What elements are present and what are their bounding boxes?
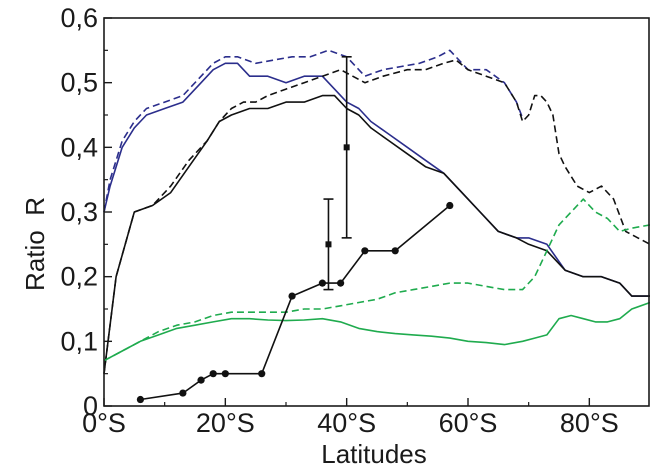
x-tick-label: 80°S — [560, 408, 619, 438]
marker-layer — [136, 201, 454, 404]
series-line-7 — [140, 204, 451, 401]
series-line-1 — [103, 49, 524, 213]
tick-layer — [103, 17, 591, 407]
data-point — [446, 201, 454, 210]
x-tick-label: 0°S — [82, 408, 126, 438]
y-axis-label: Ratio R — [20, 197, 50, 291]
y-tick-label: 0,6 — [60, 3, 98, 33]
series-line-4 — [103, 94, 650, 374]
y-tick-label: 0,4 — [60, 132, 98, 162]
y-tick-label: 0,1 — [60, 326, 98, 356]
series-layer — [103, 49, 650, 401]
series-line-5 — [103, 198, 650, 362]
y-tick-label: 0,2 — [60, 262, 98, 292]
data-point — [209, 370, 217, 378]
error-bar-layer — [323, 55, 352, 291]
data-point — [318, 279, 326, 287]
y-tick-label: 0,5 — [60, 68, 98, 98]
error-bar-point — [343, 144, 350, 151]
data-point — [258, 370, 266, 378]
x-tick-label: 60°S — [439, 408, 498, 438]
data-point — [221, 370, 229, 378]
x-tick-label: 40°S — [317, 408, 376, 438]
data-point — [197, 376, 205, 384]
series-line-2 — [103, 62, 650, 297]
data-point — [179, 389, 187, 397]
error-bar-point — [325, 241, 332, 248]
plot-frame — [103, 17, 650, 407]
x-tick-label: 20°S — [196, 408, 255, 438]
y-tick-labels: 0 0,1 0,2 0,3 0,4 0,5 0,6 — [60, 3, 98, 421]
data-point — [136, 395, 144, 404]
series-line-6 — [103, 301, 650, 362]
data-point — [361, 247, 369, 255]
x-axis-label: Latitudes — [321, 439, 427, 468]
data-point — [391, 247, 399, 255]
y-tick-label: 0,3 — [60, 197, 98, 227]
data-point — [337, 279, 345, 287]
y-tick-label: 0 — [83, 391, 98, 421]
data-point — [288, 292, 296, 300]
x-tick-labels: 0°S 20°S 40°S 60°S 80°S — [82, 408, 619, 438]
